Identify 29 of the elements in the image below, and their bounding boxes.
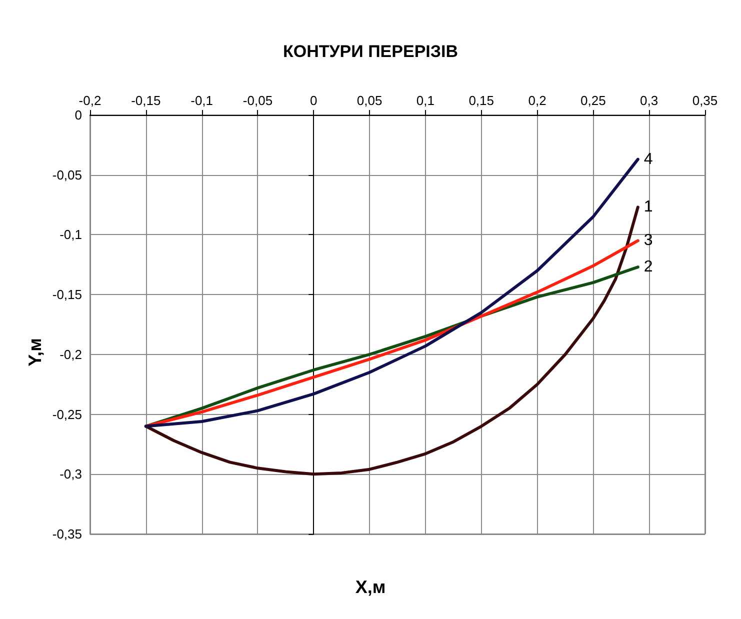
x-tick-label: -0,1 xyxy=(190,93,214,108)
y-axis-title: Y,м xyxy=(25,338,45,366)
y-tick-label: -0,25 xyxy=(52,406,82,422)
y-tick-label: -0,35 xyxy=(52,526,82,542)
x-axis-title: X,м xyxy=(355,577,386,597)
x-tick-label: 0,05 xyxy=(356,93,382,108)
x-tick-label: -0,05 xyxy=(242,93,273,108)
series-label: 2 xyxy=(644,258,653,276)
x-tick-label: 0,35 xyxy=(692,93,718,108)
y-tick-label: -0,2 xyxy=(60,346,82,362)
x-tick-label: 0,2 xyxy=(528,93,546,108)
line-series xyxy=(144,206,640,476)
line-series xyxy=(144,158,640,428)
y-tick-label: -0,1 xyxy=(60,227,82,242)
y-tick-label: -0,05 xyxy=(52,167,82,182)
series-label: 1 xyxy=(644,198,653,216)
y-tick-label: 0 xyxy=(74,108,82,122)
y-tick-label: -0,3 xyxy=(60,466,82,482)
x-tick-label: 0 xyxy=(310,93,318,108)
x-tick-label: 0,15 xyxy=(468,93,494,108)
x-tick-label: 0,1 xyxy=(416,93,434,108)
x-tick-label: 0,25 xyxy=(580,93,606,108)
x-tick-label: -0,15 xyxy=(131,93,161,108)
y-tick-label: -0,15 xyxy=(52,287,82,302)
series-label: 3 xyxy=(644,232,653,250)
chart-title: КОНТУРИ ПЕРЕРІЗІВ xyxy=(282,42,458,61)
x-tick-label: -0,2 xyxy=(78,93,102,108)
series-label: 4 xyxy=(644,150,653,168)
x-tick-label: 0,3 xyxy=(640,93,658,108)
